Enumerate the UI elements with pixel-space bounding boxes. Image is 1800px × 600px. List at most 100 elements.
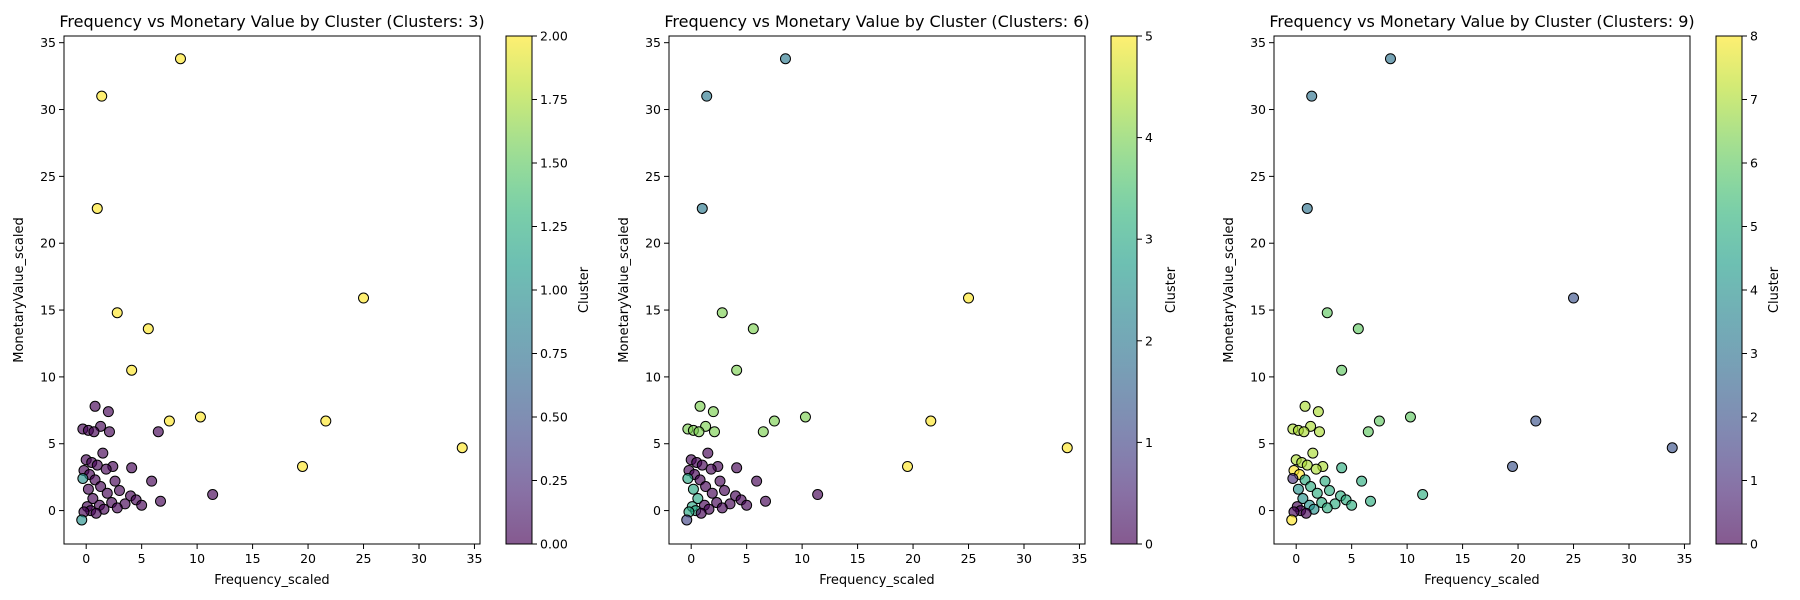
- colorbar-tick-label: 5: [1750, 219, 1758, 234]
- colorbar-gradient: [506, 36, 532, 544]
- chart-title: Frequency vs Monetary Value by Cluster (…: [59, 12, 484, 31]
- data-point: [705, 463, 717, 475]
- colorbar-tick-label: 1: [1750, 473, 1758, 488]
- data-point: [87, 493, 99, 505]
- data-point: [100, 463, 112, 475]
- y-tick-label: 20: [645, 236, 661, 251]
- data-point: [681, 514, 693, 526]
- data-point: [82, 483, 94, 495]
- data-point: [146, 475, 158, 487]
- colorbar: 0 1 2 3 4 5 Cluster: [1110, 29, 1179, 552]
- data-point: [109, 475, 121, 487]
- x-tick-label: 15: [245, 551, 261, 566]
- data-point: [95, 481, 107, 493]
- colorbar-tick-label: 0.00: [540, 537, 568, 552]
- colorbar-tick-label: 0.50: [540, 410, 568, 425]
- y-tick-label: 5: [653, 436, 661, 451]
- data-point: [731, 364, 743, 376]
- data-point: [714, 475, 726, 487]
- x-tick-label: 10: [1399, 551, 1415, 566]
- y-tick-label: 10: [645, 369, 661, 384]
- x-tick-label: 35: [467, 551, 483, 566]
- data-point: [1306, 90, 1318, 102]
- data-point: [731, 462, 743, 474]
- colorbar: 0.00 0.25 0.50 0.75 1.00 1.25 1.50 1.75 2.00 Clus…: [505, 29, 592, 552]
- data-point: [163, 415, 175, 427]
- colorbar-tick-label: 1.75: [540, 92, 568, 107]
- data-point: [103, 426, 115, 438]
- colorbar-label: Cluster: [1164, 266, 1179, 313]
- y-tick-label: 30: [645, 102, 661, 117]
- data-point: [902, 460, 914, 472]
- x-tick-label: 25: [961, 551, 977, 566]
- y-axis-label: MonetaryValue_scaled: [12, 217, 27, 362]
- colorbar-tick-label: 2: [1750, 410, 1758, 425]
- data-point: [695, 507, 707, 519]
- data-point: [707, 406, 719, 418]
- y-tick-label: 25: [1250, 169, 1266, 184]
- data-point: [101, 487, 113, 499]
- y-tick-label: 0: [1258, 503, 1266, 518]
- x-tick-label: 30: [1016, 551, 1032, 566]
- data-point: [1311, 487, 1323, 499]
- y-tick-label: 5: [48, 436, 56, 451]
- data-point: [760, 495, 772, 507]
- plot-area-frame: [63, 35, 481, 545]
- colorbar-tick-label: 3: [1145, 232, 1153, 247]
- data-point: [768, 415, 780, 427]
- data-point: [174, 53, 186, 65]
- colorbar-tick-label: 6: [1750, 156, 1758, 171]
- data-point: [126, 364, 138, 376]
- y-tick-label: 35: [645, 35, 661, 50]
- chart-panel-3: Frequency vs Monetary Value by Cluster (…: [1222, 12, 1782, 588]
- y-axis-label: MonetaryValue_scaled: [617, 217, 632, 362]
- x-tick-label: 15: [850, 551, 866, 566]
- scatter-points: [76, 53, 468, 526]
- data-point: [111, 502, 123, 514]
- x-tick-label: 25: [1566, 551, 1582, 566]
- data-point: [102, 406, 114, 418]
- y-tick-label: 5: [1258, 436, 1266, 451]
- y-tick-label: 0: [48, 503, 56, 518]
- plot-area-frame: [1273, 35, 1691, 545]
- x-tick-label: 15: [1455, 551, 1471, 566]
- data-point: [1298, 426, 1310, 438]
- data-point: [88, 426, 100, 438]
- data-point: [1287, 472, 1299, 484]
- data-point: [1373, 415, 1385, 427]
- y-tick-label: 20: [1250, 236, 1266, 251]
- data-point: [1299, 400, 1311, 412]
- data-point: [1404, 411, 1416, 423]
- y-tick-label: 10: [1250, 369, 1266, 384]
- x-tick-label: 35: [1072, 551, 1088, 566]
- data-point: [1313, 426, 1325, 438]
- y-tick-label: 10: [40, 369, 56, 384]
- x-tick-label: 20: [300, 551, 316, 566]
- data-point: [1365, 495, 1377, 507]
- data-point: [718, 485, 730, 497]
- data-point: [1568, 292, 1580, 304]
- chart-panel-1: Frequency vs Monetary Value by Cluster (…: [12, 12, 592, 588]
- colorbar-tick-label: 4: [1750, 283, 1758, 298]
- colorbar: 0 1 2 3 4 5 6 7 8 Cluster: [1715, 29, 1782, 552]
- data-point: [1310, 463, 1322, 475]
- x-tick-label: 5: [743, 551, 751, 566]
- data-point: [96, 90, 108, 102]
- x-tick-label: 0: [687, 551, 695, 566]
- data-point: [136, 499, 148, 511]
- colorbar-tick-label: 2.00: [540, 29, 568, 44]
- data-point: [1352, 323, 1364, 335]
- data-point: [1301, 459, 1313, 471]
- data-point: [1061, 442, 1073, 454]
- data-point: [1321, 307, 1333, 319]
- x-tick-label: 5: [1348, 551, 1356, 566]
- data-point: [76, 514, 88, 526]
- x-tick-label: 30: [1621, 551, 1637, 566]
- data-point: [77, 472, 89, 484]
- data-point: [1666, 442, 1678, 454]
- data-point: [152, 426, 164, 438]
- data-point: [716, 502, 728, 514]
- y-tick-label: 35: [1250, 35, 1266, 50]
- x-tick-label: 10: [794, 551, 810, 566]
